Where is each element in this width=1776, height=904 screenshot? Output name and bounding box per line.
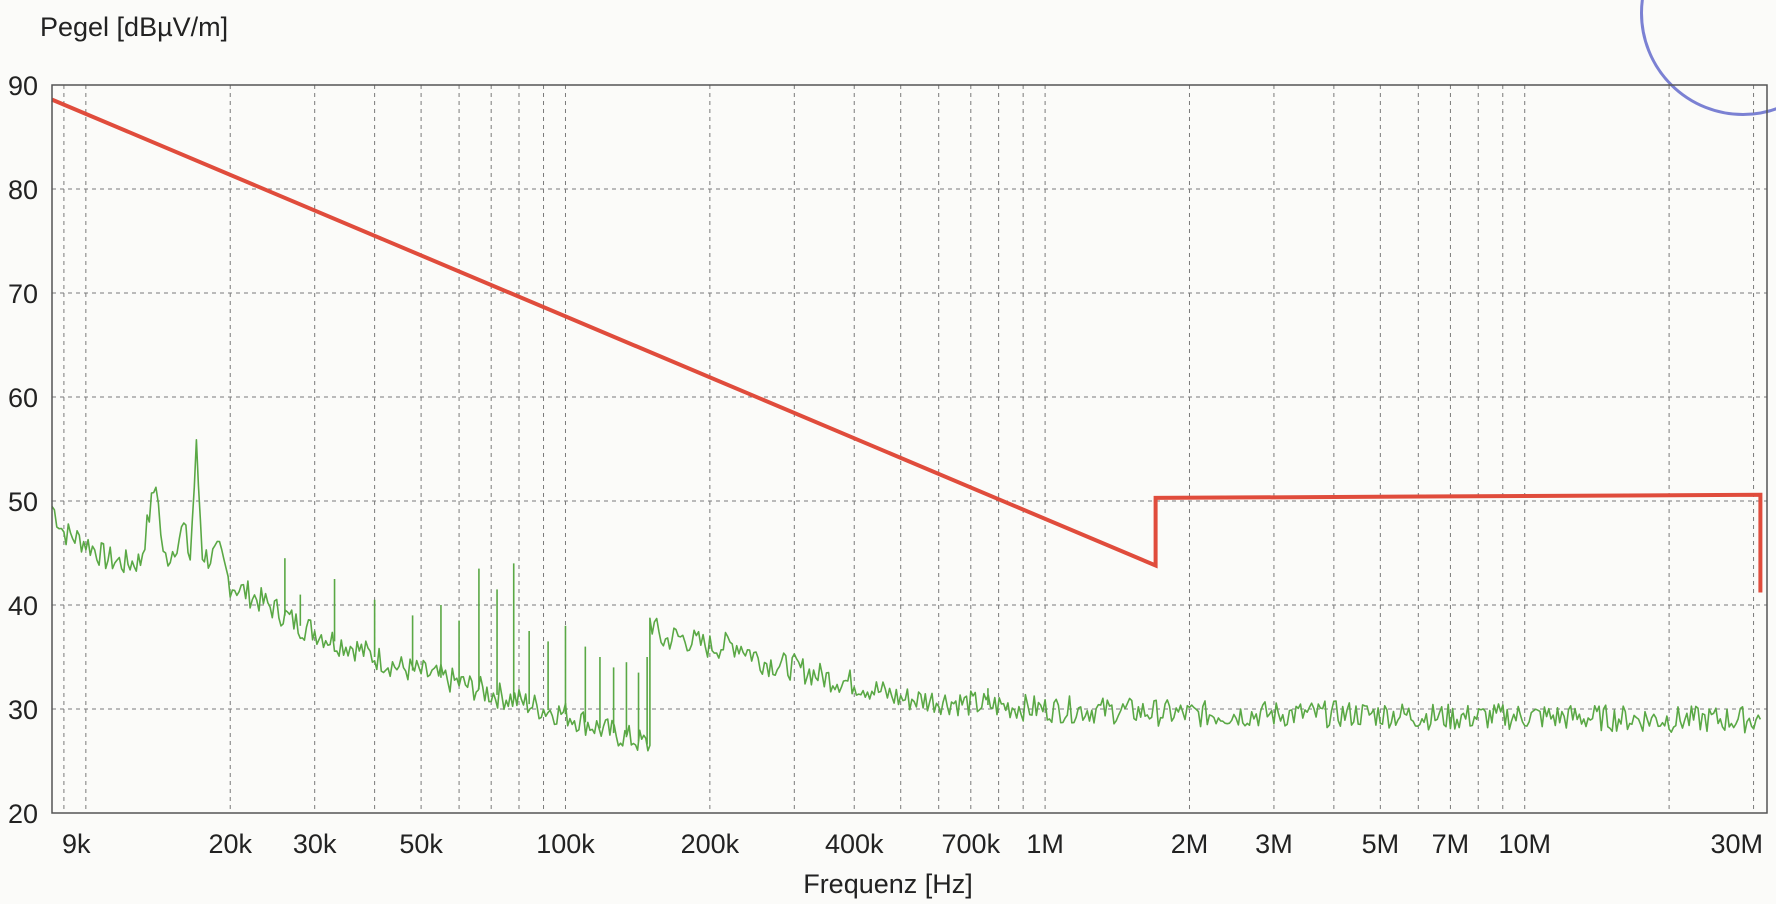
x-tick-label-9: 2M xyxy=(1171,829,1209,859)
noise-spikes xyxy=(195,446,989,745)
y-tick-label-1: 30 xyxy=(8,695,38,725)
y-tick-label-4: 60 xyxy=(8,383,38,413)
x-tick-label-10: 3M xyxy=(1255,829,1293,859)
y-tick-label-7: 90 xyxy=(8,71,38,101)
y-tick-label-2: 40 xyxy=(8,591,38,621)
x-tick-label-5: 200k xyxy=(681,829,740,859)
x-tick-label-2: 30k xyxy=(293,829,337,859)
y-tick-label-6: 80 xyxy=(8,175,38,205)
x-tick-label-4: 100k xyxy=(536,829,595,859)
x-tick-label-8: 1M xyxy=(1026,829,1064,859)
y-tick-label-3: 50 xyxy=(8,487,38,517)
tick-labels: 20 30 40 50 60 70 80 90 9k 20k 30k 50k 100k 200k 400k 7… xyxy=(8,71,1763,859)
plot-frame xyxy=(51,84,1768,814)
x-tick-label-3: 50k xyxy=(399,829,443,859)
series-line-measurement xyxy=(51,439,1762,752)
x-tick-label-1: 20k xyxy=(208,829,252,859)
x-tick-label-14: 30M xyxy=(1710,829,1763,859)
x-axis-title: Frequenz [Hz] xyxy=(803,869,973,899)
x-tick-label-7: 700k xyxy=(942,829,1001,859)
series-line-limit xyxy=(51,97,1763,593)
y-axis-title: Pegel [dBµV/m] xyxy=(40,12,228,42)
x-tick-label-12: 7M xyxy=(1432,829,1470,859)
x-tick-label-6: 400k xyxy=(825,829,884,859)
series-lines xyxy=(51,97,1763,752)
x-tick-label-11: 5M xyxy=(1362,829,1400,859)
y-tick-label-0: 20 xyxy=(8,799,38,829)
y-tick-label-5: 70 xyxy=(8,279,38,309)
x-tick-label-13: 10M xyxy=(1498,829,1551,859)
x-tick-label-0: 9k xyxy=(62,829,91,859)
